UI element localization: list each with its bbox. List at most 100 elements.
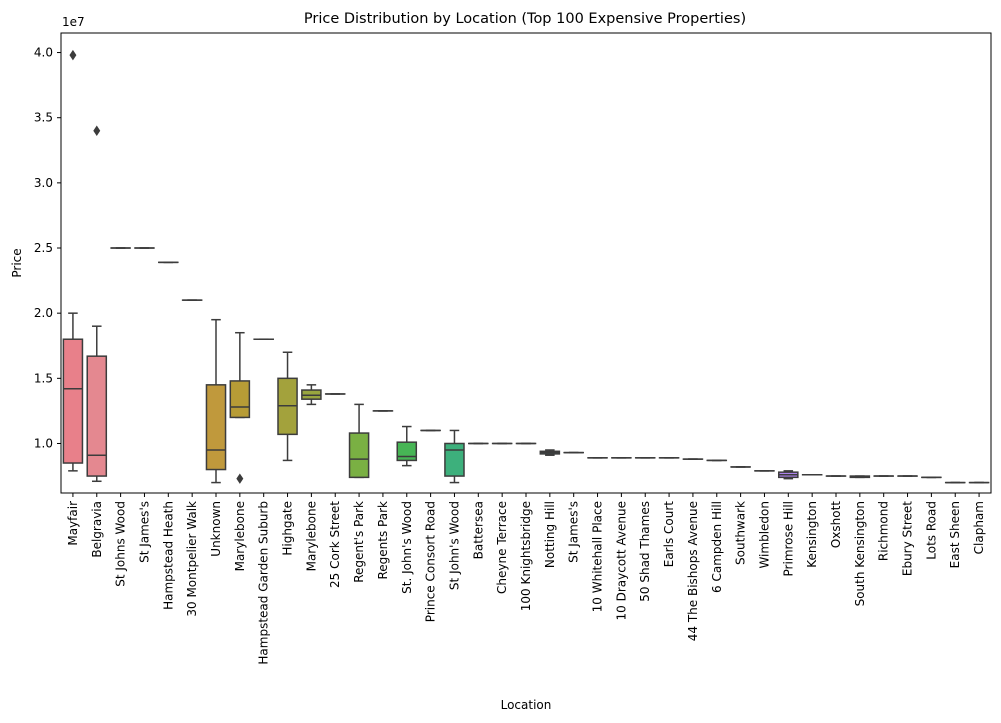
box-body <box>444 442 465 477</box>
box-24: 50 Shad Thames <box>634 457 656 602</box>
x-tick-label: Earls Court <box>662 501 676 568</box>
box-7: Marylebone <box>229 331 251 571</box>
x-tick-label: Marylebone <box>233 501 247 571</box>
outlier-point <box>236 473 244 484</box>
chart-title: Price Distribution by Location (Top 100 … <box>304 11 746 27</box>
box-15: Prince Consort Road <box>420 429 441 622</box>
box-16: St John's Wood <box>444 429 465 590</box>
box-10: Marylebone <box>301 384 322 571</box>
x-tick-label: St Johns Wood <box>114 501 128 587</box>
y-tick-label: 1.5 <box>34 371 53 385</box>
box-34: Richmond <box>873 475 894 561</box>
x-tick-label: Highgate <box>281 501 295 556</box>
box-30: Primrose Hill <box>778 470 799 576</box>
x-tick-label: St John's Wood <box>447 501 461 590</box>
box-36: Lots Road <box>921 476 942 560</box>
x-tick-label: 10 Draycott Avenue <box>614 501 628 620</box>
box-35: Ebury Street <box>897 475 918 576</box>
box-0: Mayfair <box>62 49 84 546</box>
x-tick-label: Primrose Hill <box>781 501 795 576</box>
x-tick-label: 25 Cork Street <box>328 501 342 588</box>
x-tick-label: St. John's Wood <box>400 501 414 594</box>
box-21: St James's <box>563 451 584 563</box>
box-37: East Sheen <box>944 481 966 568</box>
box-20: Notting Hill <box>539 449 561 568</box>
box-14: St. John's Wood <box>396 425 418 594</box>
x-tick-label: St James's <box>567 501 581 563</box>
x-tick-label: 6 Campden Hill <box>710 501 724 593</box>
outlier-point <box>69 49 77 61</box>
box-33: South Kensington <box>849 475 871 606</box>
x-tick-label: 10 Whitehall Place <box>591 501 605 612</box>
x-tick-label: Cheyne Terrace <box>495 501 509 594</box>
box-2: St Johns Wood <box>110 247 131 587</box>
box-11: 25 Cork Street <box>324 393 346 588</box>
box-25: Earls Court <box>658 457 680 568</box>
x-axis-label: Location <box>501 698 552 712</box>
x-tick-label: East Sheen <box>948 501 962 568</box>
outlier-point <box>93 125 101 136</box>
box-6: Unknown <box>205 318 227 557</box>
x-tick-label: St James's <box>137 501 151 563</box>
box-28: Southwark <box>730 466 751 565</box>
box-body <box>86 355 108 477</box>
box-8: Hampstead Garden Suburb <box>253 338 274 665</box>
y-tick-label: 4.0 <box>34 46 53 60</box>
plot-area: 1.0 1.5 2.0 2.5 3.0 3.5 4.0 Mayfair Belgravia St … <box>34 46 990 665</box>
x-tick-label: Notting Hill <box>543 501 557 568</box>
x-tick-label: Ebury Street <box>901 501 915 576</box>
x-tick-label: Wimbledon <box>757 501 771 569</box>
box-4: Hampstead Heath <box>158 261 179 610</box>
box-body <box>396 441 418 462</box>
x-tick-label: Richmond <box>877 501 891 561</box>
box-12: Regent's Park <box>348 403 370 583</box>
x-tick-label: South Kensington <box>853 501 867 606</box>
box-32: Oxshott <box>825 475 847 548</box>
box-19: 100 Knightsbridge <box>515 442 537 611</box>
x-tick-label: Regents Park <box>376 501 390 580</box>
x-tick-label: 50 Shad Thames <box>638 501 652 602</box>
y-offset-label: 1e7 <box>62 15 85 29</box>
box-22: 10 Whitehall Place <box>587 457 608 612</box>
box-body <box>205 384 227 471</box>
box-18: Cheyne Terrace <box>491 442 513 594</box>
y-tick-label: 3.0 <box>34 176 53 190</box>
plot-frame <box>60 32 992 494</box>
x-tick-label: Kensington <box>805 501 819 568</box>
x-tick-label: Regent's Park <box>352 501 366 583</box>
box-9: Highgate <box>277 351 298 556</box>
x-tick-label: Prince Consort Road <box>424 501 438 622</box>
box-5: 30 Montpelier Walk <box>181 299 203 617</box>
box-38: Clapham <box>968 481 990 554</box>
box-body <box>229 380 251 419</box>
y-tick-label: 2.5 <box>34 241 53 255</box>
y-tick-label: 2.0 <box>34 306 53 320</box>
x-tick-label: Lots Road <box>924 501 938 560</box>
y-tick-label: 3.5 <box>34 111 53 125</box>
box-17: Battersea <box>468 442 489 559</box>
box-1: Belgravia <box>86 125 108 558</box>
y-tick-label: 1.0 <box>34 436 53 450</box>
y-axis-label: Price <box>10 248 24 277</box>
box-31: Kensington <box>801 474 823 568</box>
x-tick-label: Hampstead Heath <box>161 501 175 610</box>
box-29: Wimbledon <box>754 470 775 569</box>
x-tick-label: Marylebone <box>304 501 318 571</box>
x-tick-label: 100 Knightsbridge <box>519 501 533 611</box>
box-23: 10 Draycott Avenue <box>611 457 632 620</box>
x-tick-label: Unknown <box>209 501 223 557</box>
box-27: 6 Campden Hill <box>706 459 728 593</box>
x-tick-label: Clapham <box>972 501 986 554</box>
box-26: 44 The Bishops Avenue <box>682 458 704 641</box>
x-tick-label: Mayfair <box>66 501 80 546</box>
x-tick-label: 30 Montpelier Walk <box>185 501 199 617</box>
x-tick-label: 44 The Bishops Avenue <box>686 501 700 641</box>
x-tick-label: Belgravia <box>90 501 104 558</box>
x-tick-label: Hampstead Garden Suburb <box>257 501 271 665</box>
x-tick-label: Battersea <box>471 501 485 559</box>
box-3: St James's <box>134 247 155 563</box>
box-13: Regents Park <box>372 410 394 580</box>
x-tick-label: Oxshott <box>829 501 843 548</box>
x-tick-label: Southwark <box>734 501 748 565</box>
